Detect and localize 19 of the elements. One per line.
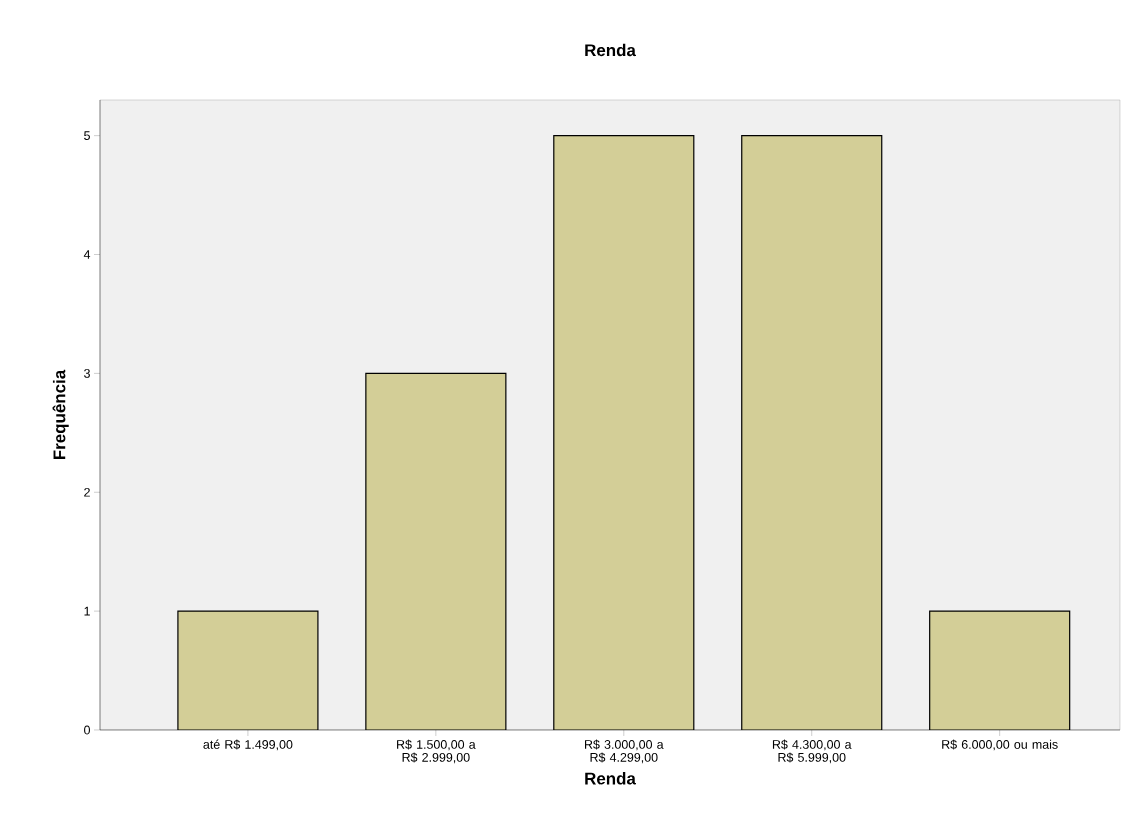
bar	[365, 372, 507, 730]
bar	[553, 135, 695, 730]
x-tick-label: R$ 1.500,00 a R$ 2.999,00	[397, 739, 476, 764]
x-axis-title: Renda	[585, 772, 636, 785]
x-tick-label: até R$ 1.499,00	[203, 739, 293, 751]
y-tick-label: 2	[84, 487, 90, 497]
y-tick-label: 0	[84, 725, 90, 735]
chart-title: Renda	[585, 43, 636, 57]
bar	[929, 610, 1071, 730]
x-tick-label: R$ 6.000,00 ou mais	[942, 739, 1058, 751]
y-tick-label: 3	[84, 368, 90, 378]
x-tick-label: R$ 3.000,00 a R$ 4.299,00	[585, 739, 664, 764]
y-tick-label: 1	[84, 606, 90, 616]
y-axis-title: Frequência	[52, 369, 69, 460]
x-tick-label: R$ 4.300,00 a R$ 5.999,00	[772, 739, 852, 764]
bar	[741, 135, 883, 730]
y-tick-label: 4	[83, 250, 91, 259]
y-tick-label: 5	[84, 131, 90, 140]
bar	[177, 610, 319, 730]
